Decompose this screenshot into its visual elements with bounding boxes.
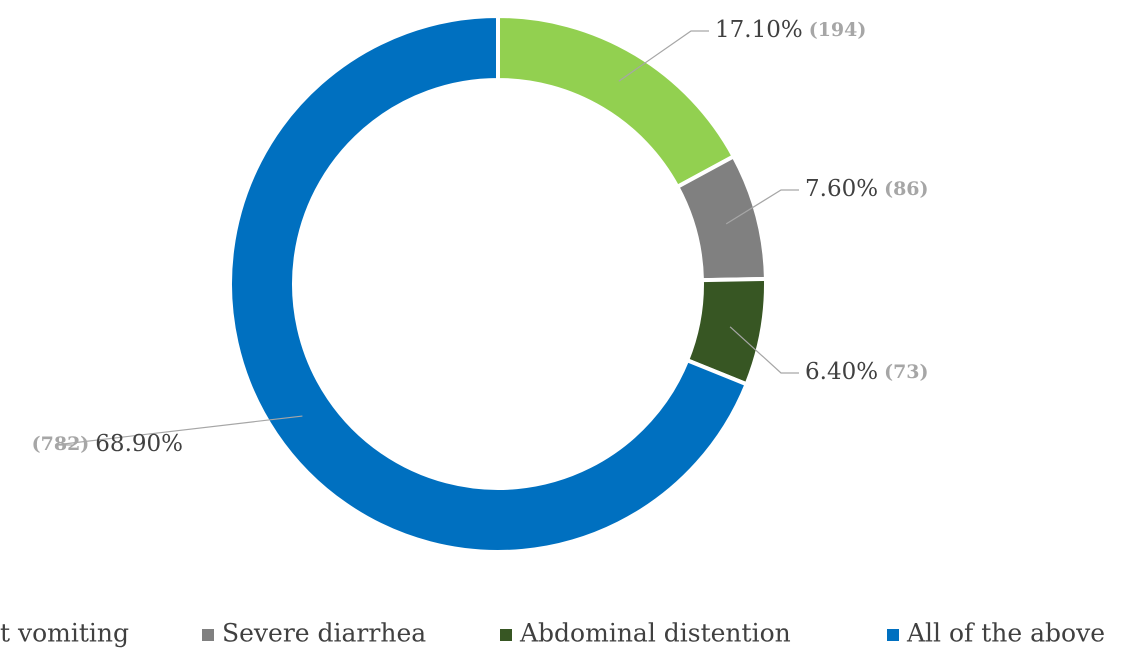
legend-marker — [887, 629, 899, 641]
percent-label: 17.10% — [715, 17, 803, 43]
leader-line — [725, 189, 799, 225]
legend-label: Severe diarrhea — [222, 619, 426, 648]
data-label: 17.10% (194) — [715, 17, 866, 43]
slice — [496, 13, 737, 190]
leader-line — [54, 415, 303, 446]
count-label: (86) — [884, 178, 928, 200]
percent-label: 6.40% — [805, 359, 878, 385]
slice — [228, 13, 750, 554]
legend-label: All of the above — [906, 619, 1105, 648]
count-label: (73) — [884, 361, 928, 383]
legend-label: t vomiting — [0, 619, 129, 648]
count-label: (782) — [32, 433, 90, 455]
percent-label: 68.90% — [95, 431, 183, 457]
legend-marker — [202, 629, 214, 641]
count-label: (194) — [809, 19, 867, 41]
data-label: (782) 68.90% — [32, 431, 183, 457]
legend-marker — [500, 629, 512, 641]
legend-label: Abdominal distention — [519, 619, 791, 648]
leader-line — [729, 326, 799, 374]
leader-line — [618, 30, 709, 82]
data-label: 6.40% (73) — [805, 359, 929, 385]
percent-label: 7.60% — [805, 176, 878, 202]
data-label: 7.60% (86) — [805, 176, 929, 202]
